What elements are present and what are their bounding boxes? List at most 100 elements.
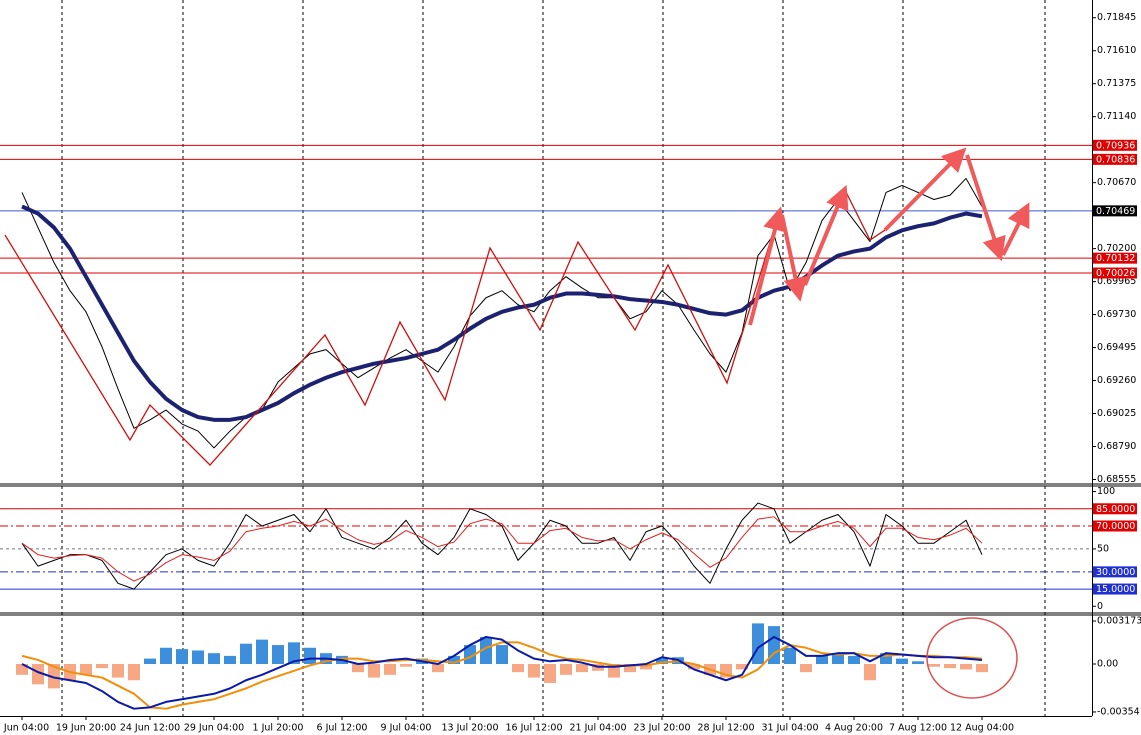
histogram-bar [928,664,940,667]
histogram-bar [384,664,396,675]
histogram-bar [864,664,876,681]
histogram-bar [624,664,636,673]
vertical-grid [61,0,1046,716]
y-tick-label: 100 [1097,486,1115,497]
histogram-bar [448,655,460,665]
histogram-bar [352,664,364,673]
histogram-bar [528,664,540,678]
histogram-bar [880,653,892,665]
y-tick-label: 50 [1097,543,1109,554]
y-tick-label: 0.71140 [1097,111,1136,122]
level-label-box [1093,267,1137,279]
y-tick-label: 0.69965 [1097,276,1136,287]
x-tick-label: 9 Jul 04:00 [381,723,432,734]
histogram-bar [192,650,204,665]
histogram-bar [288,642,300,665]
histogram-bar [240,643,252,665]
level-label-box [1093,153,1137,165]
histogram-bar [208,653,220,665]
histogram-bar [768,626,780,665]
histogram-bar [544,664,556,683]
histogram-bar [304,647,316,665]
forecast-arrows [748,147,1030,326]
x-tick-label: 24 Jun 12:00 [120,723,180,734]
histogram-bar [960,664,972,670]
y-tick-label: 0.69260 [1097,375,1136,386]
y-tick-label: 0.71845 [1097,12,1136,23]
histogram-bar [368,664,380,678]
highlight-circle [926,617,1018,699]
level-label: 0.70836 [1096,154,1135,165]
level-label-box [1093,566,1137,578]
histogram-bar [848,655,860,665]
histogram-bar [144,658,156,665]
level-label: 0.70026 [1096,268,1135,279]
y-tick-label: 0.69495 [1097,342,1136,353]
level-label: 70.0000 [1096,521,1135,532]
x-tick-label: 1 Jul 20:00 [253,723,304,734]
histogram-bar [48,664,60,689]
histogram-bar [176,649,188,665]
histogram-bar [800,664,812,673]
histogram-bar [816,655,828,665]
histogram-bar [976,664,988,673]
level-label: 0.70936 [1096,140,1135,151]
level-label-box [1093,583,1137,595]
histogram-bar [496,645,508,665]
level-label-box [1093,205,1137,217]
histogram-bar [736,664,748,670]
y-tick-label: 0 [1097,601,1103,612]
x-tick-label: 6 Jul 12:00 [317,723,368,734]
level-label-box [1093,520,1137,532]
histogram-bar [112,664,124,678]
histogram-bar [912,661,924,665]
x-tick-label: 23 Jul 20:00 [634,723,691,734]
histogram-bar [272,645,284,665]
series-line [21,516,983,582]
histogram-bar [576,664,588,673]
level-label: 0.70469 [1096,206,1135,217]
series-line [21,204,983,422]
y-tick-label: 0.69730 [1097,309,1136,320]
y-tick-label: 0.69025 [1097,408,1136,419]
histogram-bar [480,636,492,665]
x-tick-label: 19 Jun 20:00 [56,723,116,734]
histogram-bar [400,664,412,667]
series-line [21,177,983,449]
x-tick-label: 12 Aug 04:00 [950,723,1014,734]
histogram-bar [688,664,700,670]
panel-borders [0,0,1141,717]
histogram-bar [80,664,92,675]
histogram-bar [224,655,236,665]
histogram-bar [432,664,444,673]
histogram-bar [832,653,844,665]
level-label: 30.0000 [1096,567,1135,578]
y-tick-label: 0.00 [1097,659,1118,670]
y-tick-label: -0.003541 [1097,706,1141,717]
series-line [21,502,983,590]
histogram-bar [784,647,796,665]
y-tick-label: 0.71375 [1097,78,1136,89]
x-tick-label: 13 Jul 20:00 [442,723,499,734]
histogram-bar [96,664,108,669]
series-line [21,641,983,710]
histogram-bar [896,658,908,665]
histogram-bar [16,664,28,675]
histogram-bar [160,647,172,665]
axis-layer: 0.68555 0.68790 0.69025 0.69260 0.69495 0.697… [0,12,1141,733]
y-tick-label: 0.68555 [1097,474,1136,485]
level-label-box [1093,252,1137,264]
histogram-bar [256,639,268,665]
level-label: 0.70132 [1096,253,1135,264]
histogram-bar [656,658,668,665]
y-tick-label: 0.68790 [1097,441,1136,452]
x-tick-label: 21 Jul 04:00 [570,723,627,734]
y-tick-label: 0.70670 [1097,177,1136,188]
y-tick-label: 0.70200 [1097,243,1136,254]
plot-layer [0,144,1092,710]
x-tick-label: 4 Aug 20:00 [825,723,883,734]
x-tick-label: 29 Jun 04:00 [184,723,244,734]
histogram-bar [512,664,524,673]
